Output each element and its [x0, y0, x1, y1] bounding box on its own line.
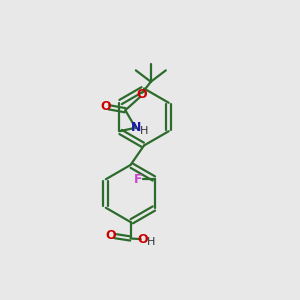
- Text: F: F: [134, 173, 142, 186]
- Text: O: O: [138, 232, 148, 246]
- Text: O: O: [105, 229, 116, 242]
- Text: H: H: [140, 126, 148, 136]
- Text: N: N: [130, 121, 141, 134]
- Text: O: O: [136, 88, 147, 101]
- Text: H: H: [147, 237, 155, 247]
- Text: O: O: [100, 100, 110, 113]
